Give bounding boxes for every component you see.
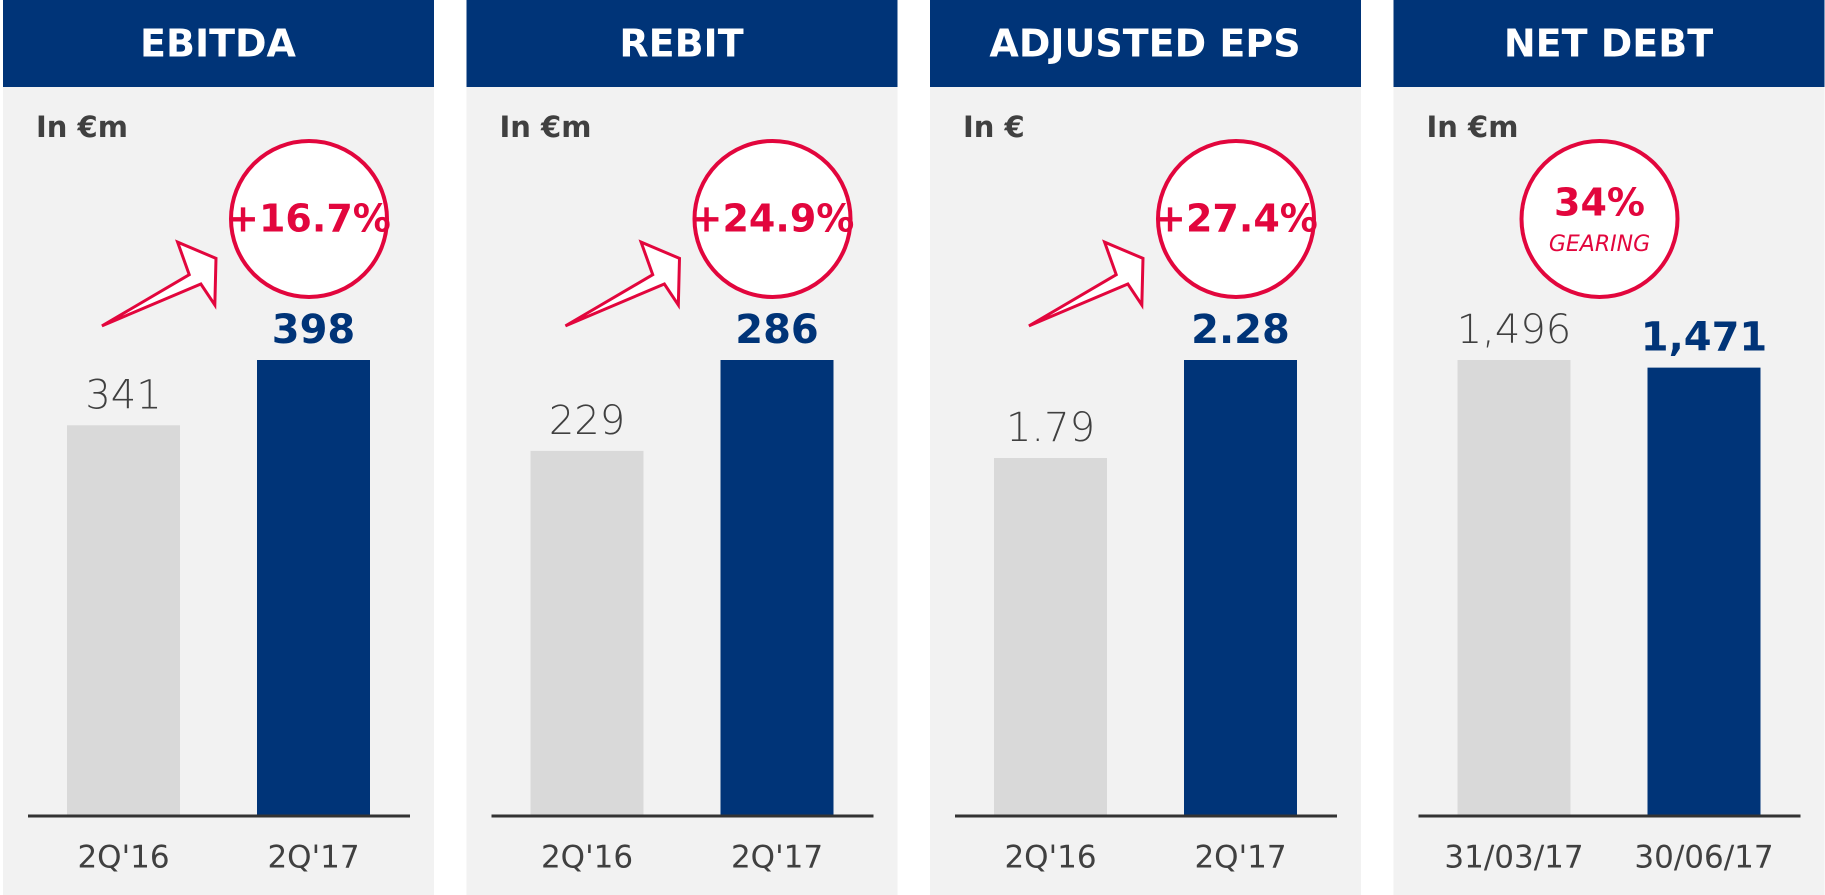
unit-label: In €m	[1427, 110, 1519, 144]
annotation: +16.7%	[227, 197, 391, 241]
value-label: 2.28	[1191, 307, 1290, 353]
annotation: 34%	[1554, 181, 1645, 225]
panel-header	[930, 0, 1361, 87]
annotation: +24.9%	[691, 197, 855, 241]
x-tick-label: 2Q'16	[77, 840, 169, 876]
bar	[994, 458, 1107, 816]
value-label: 1,471	[1641, 315, 1768, 361]
x-tick-label: 2Q'17	[1194, 840, 1286, 876]
panel: EBITDA In €m +16.7% 341 2Q'16 398 2Q'17	[3, 0, 434, 895]
arrow	[1028, 239, 1145, 328]
bar	[720, 360, 834, 816]
bar	[1457, 360, 1571, 816]
panel-header	[3, 0, 434, 87]
value-label: 1,496	[1457, 307, 1572, 353]
panel: NET DEBT In €m 34% GEARING 1,496 31/03/17 1,47…	[1393, 0, 1825, 895]
panel: REBIT In €m +24.9% 229 2Q'16 286 2Q'17	[466, 0, 898, 895]
bar	[257, 360, 370, 816]
x-tick-label: 30/06/17	[1634, 840, 1773, 876]
bar	[1647, 367, 1761, 816]
value-label: 1.79	[1006, 405, 1095, 451]
annotation-note: GEARING	[1549, 232, 1650, 257]
panel-title: ADJUSTED EPS	[989, 22, 1300, 66]
value-label: 398	[272, 307, 356, 353]
x-tick-label: 2Q'17	[731, 840, 823, 876]
arrow	[564, 239, 682, 328]
x-tick-label: 2Q'16	[541, 840, 633, 876]
arrow	[101, 239, 218, 328]
x-tick-label: 31/03/17	[1444, 840, 1583, 876]
bar	[67, 425, 180, 816]
annotation: +27.4%	[1154, 197, 1318, 241]
x-tick-label: 2Q'16	[1004, 840, 1096, 876]
annotation-circle	[229, 139, 389, 299]
value-label: 341	[85, 372, 161, 418]
unit-label: In €m	[36, 110, 128, 144]
annotation-circle	[1156, 139, 1316, 299]
panel-header	[1393, 0, 1825, 87]
panel: ADJUSTED EPS In € +27.4% 1.79 2Q'16 2.28 2Q'17	[930, 0, 1361, 895]
annotation-circle	[692, 139, 853, 299]
panel-header	[466, 0, 898, 87]
panel-title: EBITDA	[140, 22, 297, 66]
unit-label: In €	[963, 110, 1025, 144]
panel-title: REBIT	[619, 22, 743, 66]
unit-label: In €m	[500, 110, 592, 144]
annotation-circle	[1519, 139, 1680, 299]
value-label: 229	[549, 398, 625, 444]
x-tick-label: 2Q'17	[267, 840, 359, 876]
bar	[1184, 360, 1297, 816]
value-label: 286	[735, 307, 819, 353]
panel-title: NET DEBT	[1504, 22, 1713, 66]
bar	[530, 450, 644, 816]
